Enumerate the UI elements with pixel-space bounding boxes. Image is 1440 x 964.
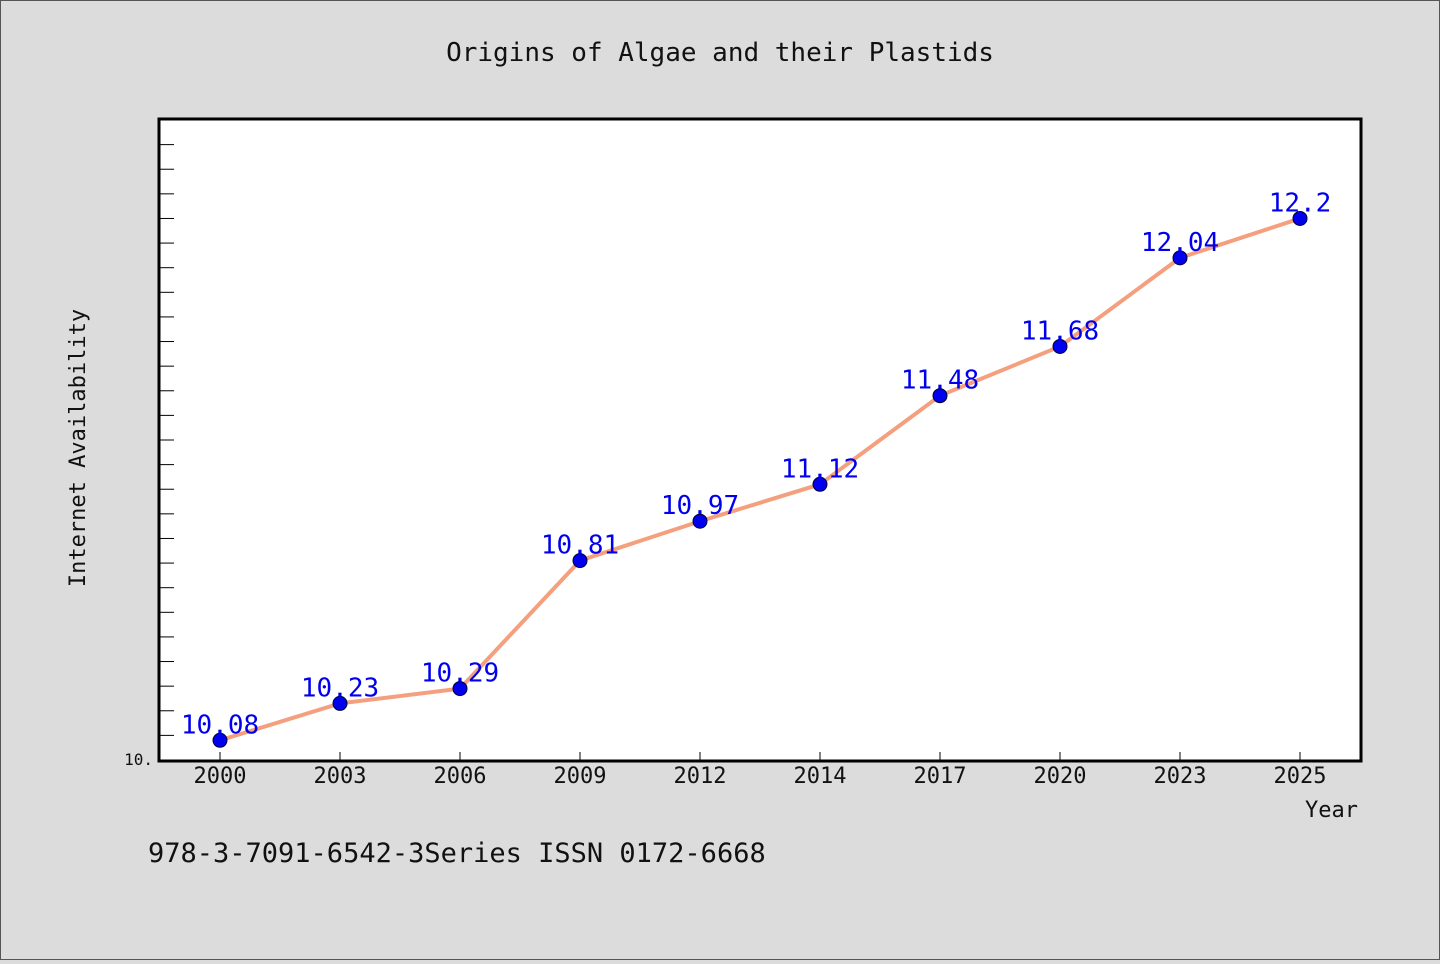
data-label: 10.23 [301, 673, 379, 703]
data-point [812, 476, 828, 492]
x-tick-label: 2025 [1274, 764, 1327, 789]
x-tick-label: 2006 [434, 764, 487, 789]
data-point [692, 513, 708, 529]
x-tick-label: 2000 [194, 764, 247, 789]
data-point [1052, 338, 1068, 354]
y-axis-label: Internet Availability [66, 309, 91, 587]
data-point [332, 695, 348, 711]
data-label: 11.68 [1021, 316, 1099, 346]
data-label: 11.12 [781, 454, 859, 484]
series-line [219, 216, 1301, 743]
data-label: 12.2 [1269, 188, 1332, 218]
data-label: 10.81 [541, 531, 619, 561]
x-axis-label: Year [1305, 798, 1358, 823]
data-point [212, 732, 228, 748]
x-tick-label: 2012 [674, 764, 727, 789]
data-label: 10.08 [181, 710, 259, 740]
x-tick-label: 2014 [794, 764, 847, 789]
plot-area [157, 117, 1363, 763]
data-label: 10.29 [421, 659, 499, 689]
x-tick-label: 2009 [554, 764, 607, 789]
data-label: 11.48 [901, 366, 979, 396]
data-point [932, 388, 948, 404]
x-tick-label: 2017 [914, 764, 967, 789]
x-axis-ticks: 2000 2003 2006 2009 2012 2014 2017 2020 2023 2025 [194, 752, 1327, 789]
series-layer: 10.08 10.23 10.29 10.81 10.97 11.12 11.48 11.68… [181, 188, 1332, 748]
y-axis-ticks [160, 144, 174, 736]
x-tick-label: 2003 [314, 764, 367, 789]
x-tick-label: 2020 [1034, 764, 1087, 789]
data-point [1292, 210, 1308, 226]
data-point [452, 681, 468, 697]
chart-title: Origins of Algae and their Plastids [446, 38, 994, 68]
data-point [572, 553, 588, 569]
data-point [1172, 250, 1188, 266]
data-label: 10.97 [661, 491, 739, 521]
footer-text: 978-3-7091-6542-3Series ISSN 0172-6668 [148, 838, 766, 869]
data-label: 12.04 [1141, 228, 1219, 258]
x-tick-label: 2023 [1154, 764, 1207, 789]
y-tick-label: 10. [124, 750, 153, 769]
